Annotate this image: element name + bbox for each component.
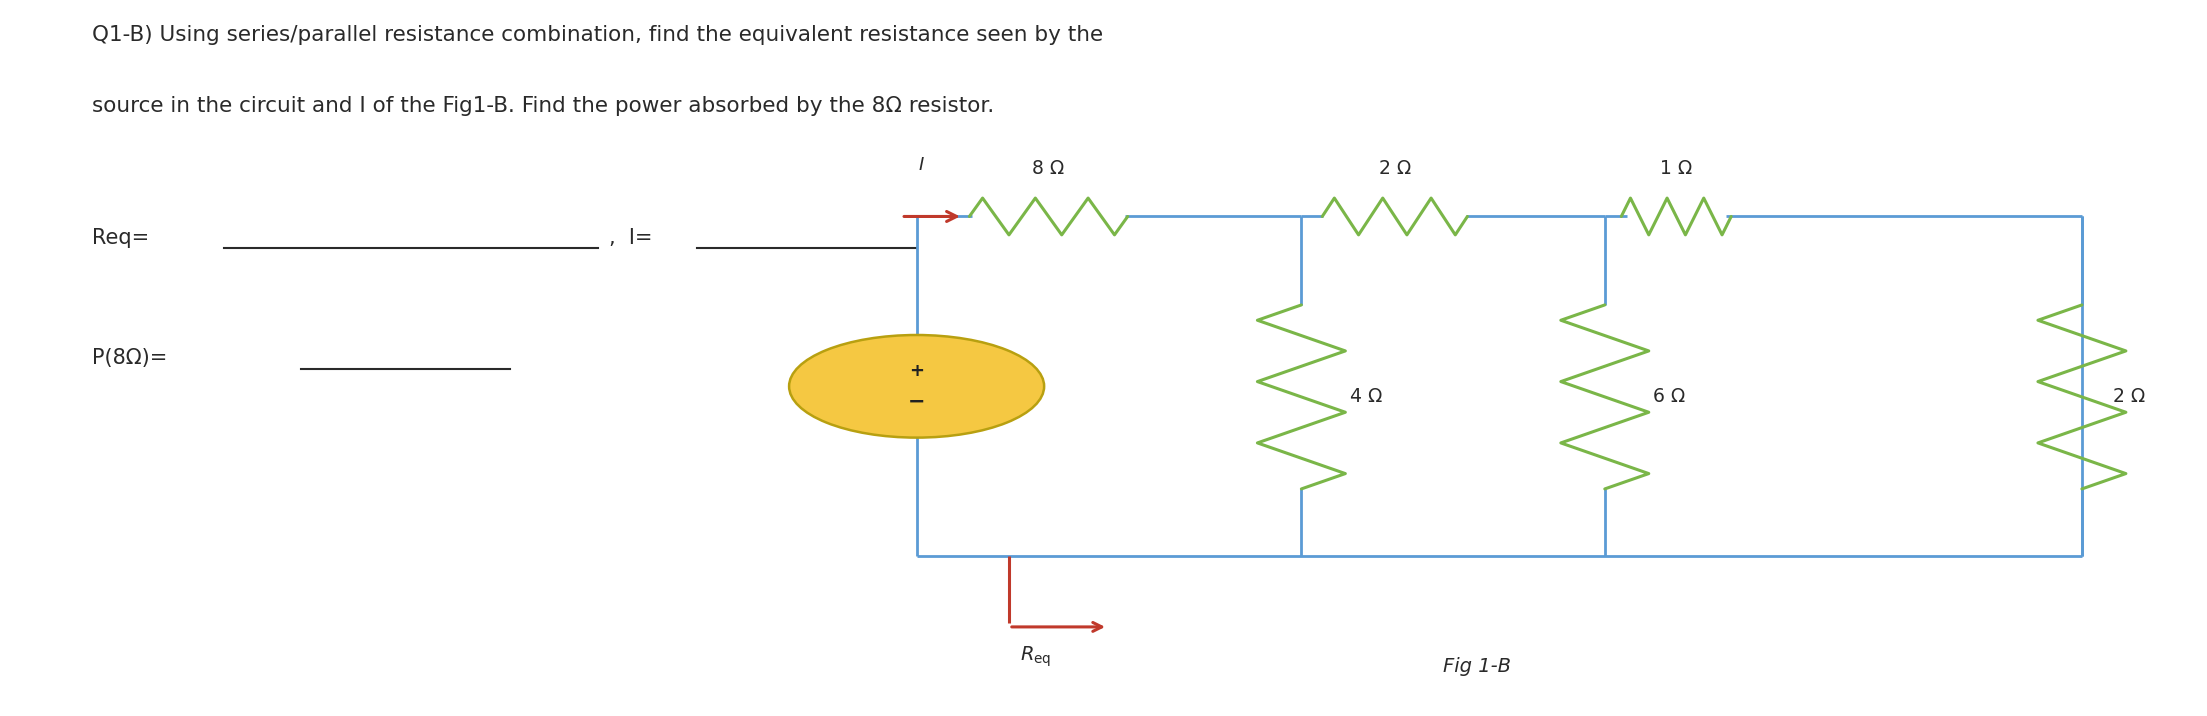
Text: −: − [907, 392, 925, 412]
Text: ,  I=: , I= [609, 228, 653, 248]
Text: 15 V: 15 V [790, 377, 832, 396]
Text: I: I [918, 156, 925, 174]
Text: P(8Ω)=: P(8Ω)= [93, 348, 168, 368]
Text: 1 Ω: 1 Ω [1660, 158, 1693, 178]
Text: Q1-B) Using series/parallel resistance combination, find the equivalent resistan: Q1-B) Using series/parallel resistance c… [93, 25, 1104, 45]
Text: Fig 1-B: Fig 1-B [1443, 657, 1512, 677]
Text: 6 Ω: 6 Ω [1653, 387, 1686, 407]
Ellipse shape [790, 335, 1044, 437]
Text: 2 Ω: 2 Ω [2112, 387, 2145, 407]
Text: 4 Ω: 4 Ω [1351, 387, 1382, 407]
Text: $R_{\mathrm{eq}}$: $R_{\mathrm{eq}}$ [1020, 644, 1051, 669]
Text: 8 Ω: 8 Ω [1033, 158, 1064, 178]
Text: Req=: Req= [93, 228, 150, 248]
Text: source in the circuit and I of the Fig1-B. Find the power absorbed by the 8Ω res: source in the circuit and I of the Fig1-… [93, 96, 995, 116]
Text: +: + [909, 362, 925, 379]
Text: 2 Ω: 2 Ω [1379, 158, 1410, 178]
